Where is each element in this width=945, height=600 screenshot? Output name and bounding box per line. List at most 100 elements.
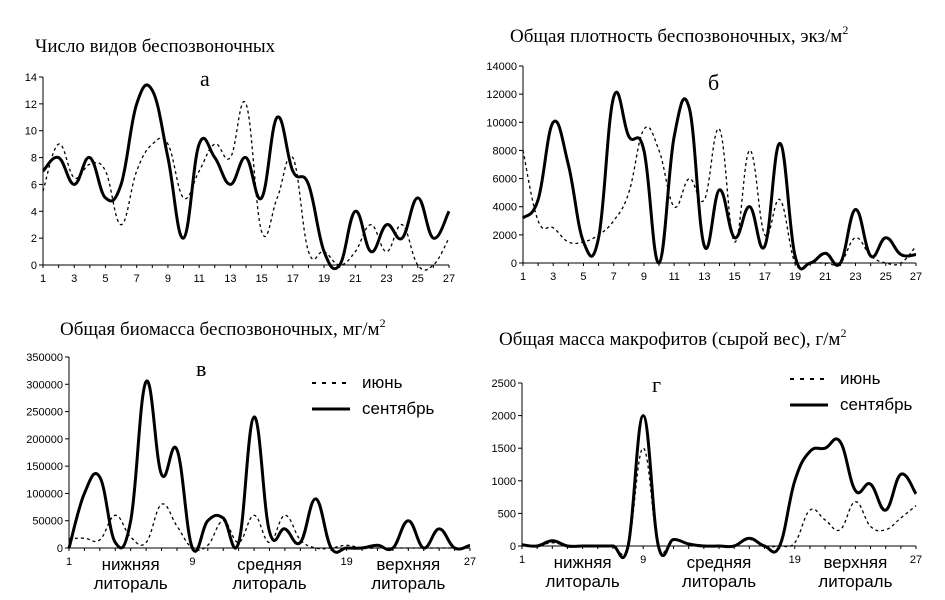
y-tick-label: 0 (57, 543, 63, 555)
y-tick-label: 12 (25, 99, 37, 111)
y-tick-label: 50000 (32, 516, 63, 528)
chart-title: Общая плотность беспозвоночных, экз/м2 (510, 23, 848, 47)
y-tick-label: 1000 (492, 476, 516, 488)
x-tick-label: 9 (189, 556, 195, 568)
x-tick-label: 23 (849, 271, 861, 283)
x-tick-label: 25 (412, 273, 424, 285)
zone-label-line2: литораль (232, 574, 306, 593)
chart-panel-4: Общая масса макрофитов (сырой вес), г/м2… (492, 326, 923, 591)
panel-label: г (652, 372, 661, 397)
x-tick-label: 21 (349, 273, 361, 285)
x-tick-label: 15 (255, 273, 267, 285)
x-tick-label: 3 (71, 273, 77, 285)
chart-title: Число видов беспозвоночных (35, 36, 276, 57)
y-tick-label: 4 (31, 206, 37, 218)
x-tick-label: 23 (380, 273, 392, 285)
series-line-solid (521, 90, 917, 271)
y-tick-label: 6 (31, 179, 37, 191)
zone-label-line1: средняя (687, 553, 752, 572)
chart-panel-3: Общая биомасса беспозвоночных, мг/м2 в 0 50… (26, 316, 476, 593)
y-tick-label: 12000 (486, 89, 517, 101)
y-tick-label: 8000 (493, 145, 517, 157)
zone-label-line1: нижняя (554, 553, 612, 572)
x-tick-label: 27 (464, 556, 476, 568)
x-tick-label: 27 (910, 271, 922, 283)
y-tick-label: 14 (25, 72, 37, 84)
zone-label-line2: литораль (94, 574, 168, 593)
zone-label-line1: средняя (237, 555, 302, 574)
zone-label-line2: литораль (371, 574, 445, 593)
y-tick-label: 250000 (26, 407, 63, 419)
x-tick-label: 19 (789, 554, 801, 566)
x-tick-label: 11 (668, 271, 679, 283)
x-tick-label: 1 (519, 554, 525, 566)
series-line-solid (41, 83, 451, 271)
series-line-dotted (522, 126, 917, 270)
y-tick-label: 2500 (492, 378, 516, 390)
legend: июнь сентябрь (790, 369, 913, 414)
legend-label-june: июнь (362, 373, 403, 392)
series-line-dotted (68, 503, 470, 551)
zone-label-line1: нижняя (102, 555, 160, 574)
y-tick-label: 4000 (493, 202, 517, 214)
x-tick-label: 1 (520, 271, 526, 283)
legend-label-june: июнь (840, 369, 881, 388)
panel-label: а (200, 66, 210, 91)
x-tick-label: 19 (318, 273, 330, 285)
y-tick-label: 200000 (26, 434, 63, 446)
chart-panel-2: Общая плотность беспозвоночных, экз/м2 б 0… (486, 23, 922, 283)
title-superscript: 2 (842, 23, 848, 37)
x-tick-label: 3 (550, 271, 556, 283)
x-tick-label: 19 (789, 271, 801, 283)
x-tick-label: 17 (759, 271, 771, 283)
zone-label-line2: литораль (682, 572, 756, 591)
y-tick-label: 6000 (493, 174, 517, 186)
title-superscript: 2 (840, 326, 846, 340)
y-tick-label: 14000 (486, 61, 517, 73)
y-tick-label: 0 (510, 541, 516, 553)
x-tick-label: 13 (224, 273, 236, 285)
y-tick-label: 150000 (26, 461, 63, 473)
panel-label: в (196, 356, 206, 381)
y-tick-label: 0 (511, 258, 517, 270)
series-line-solid (521, 414, 918, 559)
y-tick-label: 2000 (492, 411, 516, 423)
x-tick-label: 9 (165, 273, 171, 285)
x-tick-label: 5 (580, 271, 586, 283)
zone-label-line2: литораль (546, 572, 620, 591)
y-tick-label: 350000 (26, 352, 63, 364)
x-tick-label: 9 (640, 554, 646, 566)
legend-label-september: сентябрь (840, 395, 913, 414)
y-tick-label: 0 (31, 260, 37, 272)
x-tick-label: 17 (287, 273, 299, 285)
series-line-solid (67, 379, 471, 554)
x-tick-label: 27 (443, 273, 455, 285)
y-tick-label: 1500 (492, 443, 516, 455)
x-tick-label: 11 (193, 273, 204, 285)
y-tick-label: 100000 (26, 488, 63, 500)
y-tick-label: 300000 (26, 379, 63, 391)
y-tick-label: 2 (31, 233, 37, 245)
x-tick-label: 27 (910, 554, 922, 566)
title-superscript: 2 (380, 316, 386, 330)
chart-title: Общая биомасса беспозвоночных, мг/м2 (60, 316, 386, 340)
panel-label: б (708, 70, 719, 95)
x-tick-label: 21 (819, 271, 831, 283)
x-tick-label: 25 (880, 271, 892, 283)
x-tick-label: 1 (66, 556, 72, 568)
x-tick-label: 7 (134, 273, 140, 285)
x-tick-label: 9 (641, 271, 647, 283)
x-tick-label: 1 (40, 273, 46, 285)
zone-label-line1: верхняя (376, 555, 440, 574)
y-tick-label: 10000 (486, 117, 517, 129)
legend: июнь сентябрь (312, 373, 435, 418)
x-tick-label: 7 (611, 271, 617, 283)
x-tick-label: 15 (728, 271, 740, 283)
zone-label-line1: верхняя (823, 553, 887, 572)
series-line-dotted (521, 447, 917, 556)
zone-label-line2: литораль (818, 572, 892, 591)
x-tick-label: 13 (698, 271, 710, 283)
series-line-dotted (42, 100, 450, 271)
